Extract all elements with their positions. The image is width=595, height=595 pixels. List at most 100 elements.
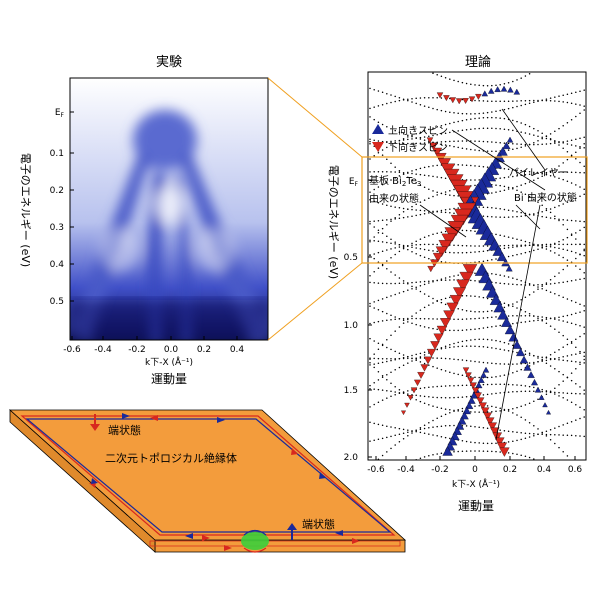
spin-up-marker — [500, 85, 508, 92]
band-dot — [453, 451, 455, 453]
band-dot — [440, 301, 443, 304]
band-dot — [554, 215, 556, 218]
band-dot — [558, 434, 560, 436]
band-dot — [419, 138, 422, 140]
band-dot — [377, 231, 380, 234]
band-dot — [478, 140, 480, 142]
band-dot — [432, 250, 434, 252]
theory-xtick: -0.6 — [367, 465, 385, 475]
band-dot — [415, 137, 417, 139]
band-dot — [449, 409, 451, 411]
band-dot — [381, 241, 384, 243]
band-dot — [432, 243, 434, 246]
band-dot — [398, 169, 401, 172]
band-dot — [423, 351, 426, 354]
band-dot — [554, 293, 556, 295]
band-dot — [411, 354, 413, 357]
band-dot — [482, 100, 485, 102]
band-dot — [419, 290, 422, 293]
band-dot — [520, 215, 522, 217]
band-dot — [482, 383, 485, 386]
band-dot — [524, 455, 527, 458]
band-dot — [377, 379, 380, 381]
electron-blob — [241, 529, 269, 553]
band-dot — [528, 456, 531, 459]
band-dot — [428, 282, 430, 284]
band-dot — [461, 359, 464, 361]
band-dot — [566, 150, 569, 153]
band-dot — [377, 438, 380, 441]
band-dot — [583, 277, 585, 280]
band-dot — [541, 245, 543, 247]
band-dot — [570, 234, 573, 237]
band-dot — [579, 253, 581, 256]
band-dot — [419, 317, 422, 320]
band-dot — [575, 392, 577, 395]
band-dot — [579, 303, 581, 305]
band-dot — [495, 100, 497, 103]
band-dot — [491, 273, 493, 275]
band-dot — [411, 170, 413, 172]
band-dot — [491, 410, 493, 413]
band-dot — [554, 357, 556, 360]
spin-down-marker — [467, 377, 475, 384]
band-dot — [486, 116, 489, 119]
spin-down-marker — [432, 147, 443, 157]
spin-up-marker — [493, 301, 506, 313]
band-dot — [411, 251, 413, 253]
band-dot — [549, 291, 552, 293]
band-dot — [520, 184, 522, 186]
band-dot — [407, 390, 409, 392]
band-dot — [507, 244, 510, 247]
band-dot — [428, 318, 430, 320]
band-dot — [512, 246, 514, 248]
spin-up-marker — [487, 87, 495, 94]
theory-x-axis-label: k下-X (Å⁻¹) — [452, 478, 500, 490]
band-dot — [537, 100, 539, 102]
band-dot — [369, 274, 371, 277]
band-dot — [394, 247, 396, 249]
band-dot — [495, 339, 497, 342]
band-dot — [411, 135, 413, 138]
band-dot — [440, 109, 443, 112]
band-dot — [520, 100, 522, 102]
band-dot — [453, 424, 455, 427]
band-dot — [398, 213, 401, 216]
band-dot — [520, 284, 522, 286]
band-dot — [491, 84, 493, 87]
band-dot — [491, 309, 493, 312]
band-dot — [373, 257, 375, 260]
band-dot — [428, 106, 430, 109]
band-dot — [566, 228, 569, 231]
band-dot — [575, 91, 577, 93]
band-dot — [524, 123, 527, 126]
band-dot — [407, 248, 409, 251]
band-dot — [491, 362, 493, 365]
band-dot — [373, 253, 375, 255]
band-dot — [377, 388, 380, 391]
band-dot — [570, 250, 573, 253]
band-dot — [373, 363, 375, 365]
band-dot — [423, 280, 426, 283]
band-dot — [499, 274, 501, 276]
band-dot — [562, 256, 564, 259]
spin-up-marker — [507, 86, 514, 93]
band-dot — [570, 401, 573, 404]
band-dot — [486, 245, 489, 247]
band-dot — [558, 171, 560, 173]
band-dot — [533, 214, 535, 216]
band-dot — [407, 321, 409, 323]
band-dot — [419, 209, 422, 212]
band-dot — [486, 259, 489, 262]
band-dot — [583, 249, 585, 252]
band-dot — [398, 207, 401, 209]
band-dot — [579, 186, 581, 188]
band-dot — [419, 361, 422, 363]
band-dot — [520, 298, 522, 301]
band-dot — [453, 275, 455, 277]
band-dot — [419, 213, 422, 216]
band-dot — [415, 317, 417, 320]
band-dot — [512, 412, 514, 414]
band-dot — [554, 351, 556, 353]
band-dot — [562, 218, 564, 221]
